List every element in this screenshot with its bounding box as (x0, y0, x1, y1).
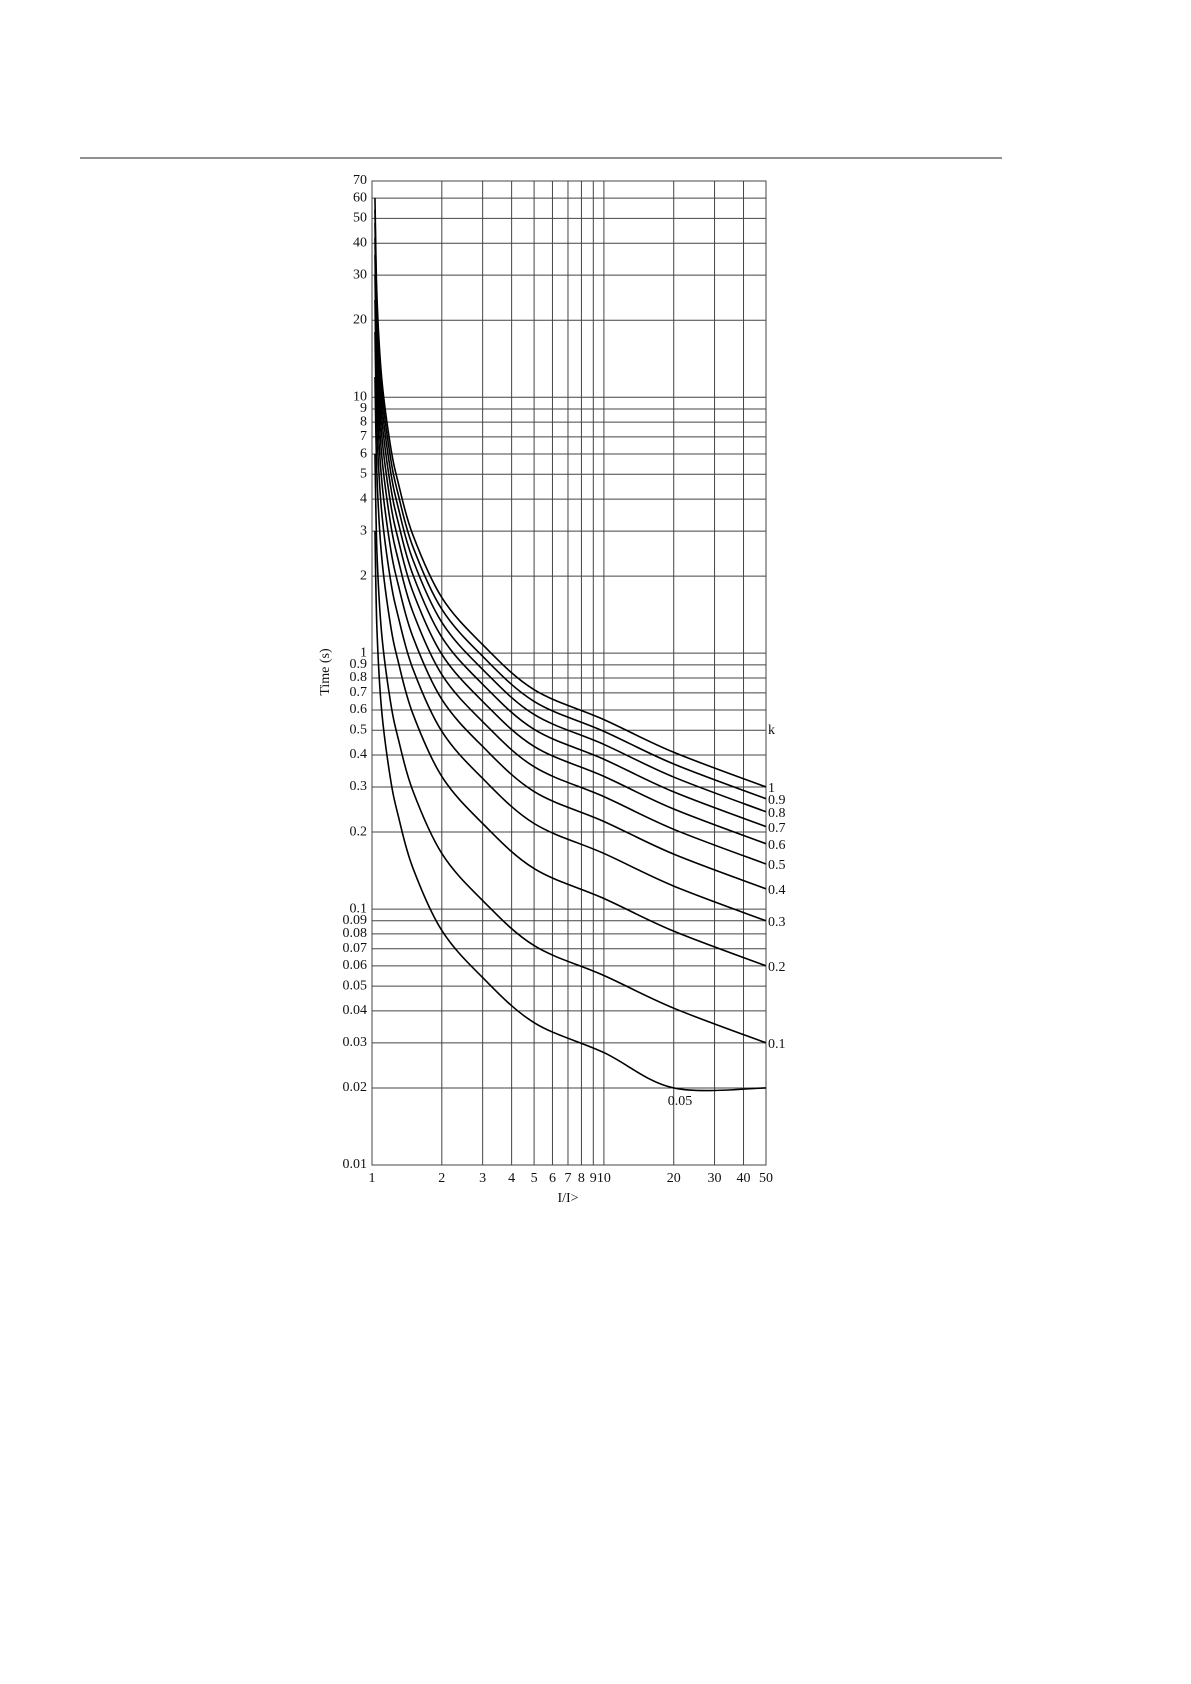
curve (374, 237, 767, 828)
y-axis-title: Time (s) (318, 648, 333, 696)
y-tick-label: 30 (353, 267, 367, 282)
y-tick-label: 4 (360, 491, 367, 506)
x-tick-label: 3 (479, 1171, 486, 1186)
legend-title: k (768, 723, 775, 738)
y-tick-label: 0.09 (343, 913, 368, 928)
y-tick-label: 0.01 (343, 1157, 368, 1172)
curve (374, 222, 767, 813)
y-tick-label: 0.3 (350, 779, 368, 794)
y-tick-label: 5 (360, 467, 367, 482)
curve (374, 454, 767, 1044)
y-tick-label: 7 (360, 429, 367, 444)
series-label: 0.9 (768, 793, 786, 808)
y-tick-label: 0.2 (350, 824, 368, 839)
series-label: 0.6 (768, 838, 786, 853)
x-tick-label: 7 (564, 1171, 571, 1186)
y-tick-label: 1 (360, 645, 367, 660)
x-tick-label: 20 (667, 1171, 681, 1186)
y-tick-label: 20 (353, 312, 367, 327)
x-tick-label: 40 (737, 1171, 751, 1186)
x-tick-label: 5 (531, 1171, 538, 1186)
curve (374, 299, 767, 890)
y-tick-label: 9 (360, 401, 367, 416)
series-label: 0.7 (768, 821, 786, 836)
y-tick-label: 60 (353, 190, 367, 205)
y-tick-label: 0.02 (343, 1080, 368, 1095)
y-tick-label: 0.9 (350, 657, 368, 672)
series-label: 0.1 (768, 1037, 786, 1052)
y-tick-label: 0.04 (343, 1003, 368, 1018)
curve (374, 331, 767, 922)
x-tick-label: 4 (508, 1171, 515, 1186)
curve (374, 254, 767, 845)
y-tick-label: 3 (360, 523, 367, 538)
y-tick-label: 70 (353, 173, 367, 188)
y-tick-label: 0.8 (350, 670, 368, 685)
y-tick-label: 0.5 (350, 722, 368, 737)
plot-frame (371, 180, 767, 1166)
series-label: 0.8 (768, 806, 786, 821)
series-label: 0.3 (768, 915, 786, 930)
curve (374, 376, 767, 967)
x-tick-label: 6 (549, 1171, 556, 1186)
x-tick-label: 30 (708, 1171, 722, 1186)
y-tick-label: 0.08 (343, 926, 368, 941)
y-tick-label: 40 (353, 235, 367, 250)
y-tick-label: 0.03 (343, 1035, 368, 1050)
y-tick-label: 50 (353, 211, 367, 226)
curve (374, 275, 767, 865)
y-tick-label: 0.06 (343, 958, 368, 973)
y-tick-label: 8 (360, 414, 367, 429)
x-axis-title: I/I> (557, 1191, 578, 1206)
x-tick-label: 50 (759, 1171, 773, 1186)
curve (374, 198, 767, 788)
y-tick-label: 0.1 (350, 901, 368, 916)
series-label: 0.4 (768, 883, 786, 898)
series-label: 1 (768, 781, 775, 796)
x-tick-label: 10 (597, 1171, 611, 1186)
curve (374, 531, 767, 1092)
y-tick-label: 10 (353, 389, 367, 404)
y-tick-label: 2 (360, 568, 367, 583)
x-tick-label: 8 (578, 1171, 585, 1186)
x-tick-label: 9 (590, 1171, 597, 1186)
y-tick-label: 0.05 (343, 978, 368, 993)
x-tick-label: 1 (369, 1171, 376, 1186)
y-tick-label: 0.4 (350, 747, 368, 762)
x-tick-label: 2 (438, 1171, 445, 1186)
curve (374, 209, 767, 800)
y-tick-label: 0.7 (350, 685, 368, 700)
series-label: 0.2 (768, 960, 786, 975)
series-label: 0.5 (768, 858, 786, 873)
y-tick-label: 6 (360, 446, 367, 461)
series-label: 0.05 (668, 1094, 693, 1109)
y-tick-label: 0.07 (343, 941, 368, 956)
y-tick-label: 0.6 (350, 702, 368, 717)
